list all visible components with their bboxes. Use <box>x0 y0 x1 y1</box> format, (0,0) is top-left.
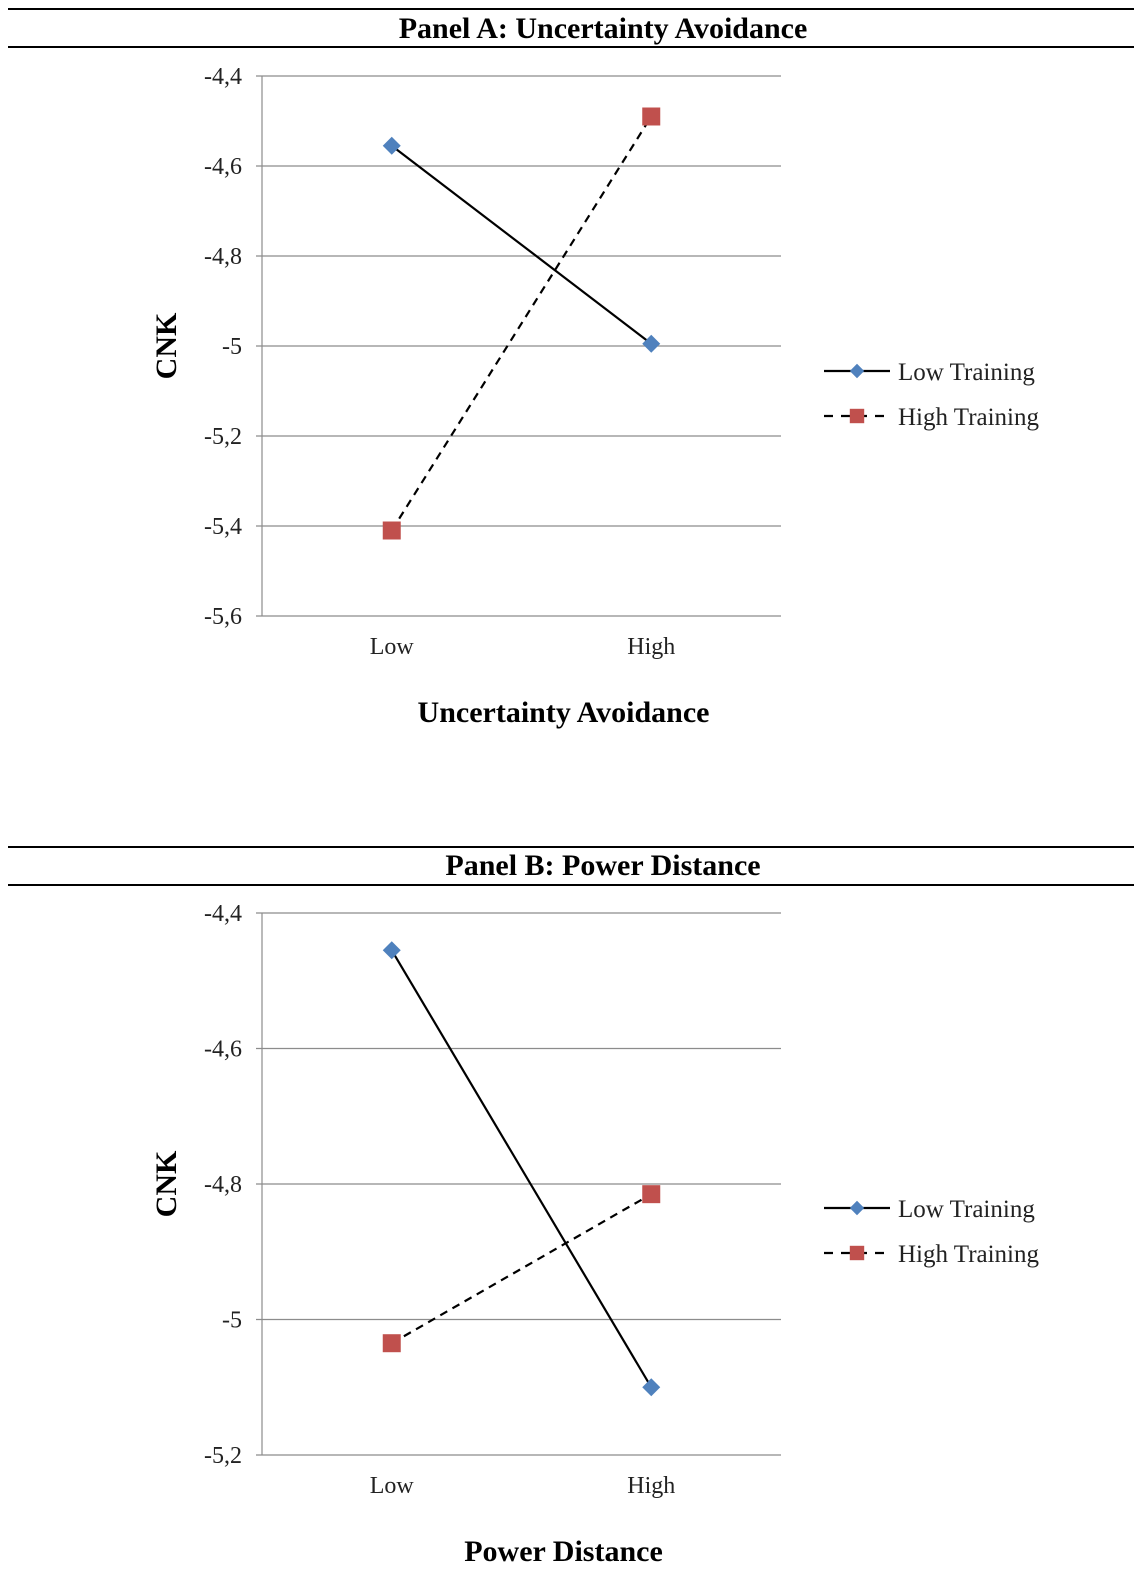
x-tick-label: Low <box>370 1473 415 1499</box>
panel-a-top-rule <box>8 8 1134 10</box>
panel-b-bottom-rule <box>8 884 1134 886</box>
data-point <box>642 334 661 353</box>
legend-marker <box>849 1200 865 1216</box>
legend-marker <box>849 1245 865 1261</box>
y-tick-label: -4,4 <box>204 901 242 927</box>
data-point <box>642 1378 661 1397</box>
series-line-low-training <box>391 144 652 345</box>
data-point <box>382 136 401 155</box>
legend-marker <box>849 363 865 379</box>
legend-label: High Training <box>898 404 1040 431</box>
legend-label: High Training <box>898 1241 1040 1268</box>
panel-b-title: Panel B: Power Distance <box>445 849 761 882</box>
y-tick-label: -4,4 <box>204 64 242 90</box>
data-point <box>382 941 401 960</box>
panel-a-title: Panel A: Uncertainty Avoidance <box>398 12 808 45</box>
series-line-high-training <box>390 115 653 532</box>
y-axis-title: CNK <box>150 1150 183 1217</box>
y-tick-label: -4,8 <box>204 244 242 270</box>
series-line-low-training <box>390 949 653 1388</box>
legend-label: Low Training <box>898 359 1035 386</box>
x-axis-title: Power Distance <box>464 1535 663 1568</box>
x-tick-label: High <box>627 634 675 660</box>
y-tick-label: -5 <box>222 334 242 360</box>
y-tick-label: -4,6 <box>204 1037 242 1063</box>
y-tick-label: -5 <box>222 1308 242 1334</box>
y-tick-label: -5,2 <box>204 424 242 450</box>
data-point <box>382 1334 401 1353</box>
data-point <box>642 1185 661 1204</box>
panel-b-top-rule <box>8 846 1134 848</box>
panel-a-bottom-rule <box>8 46 1134 48</box>
y-tick-label: -5,6 <box>204 604 242 630</box>
y-tick-label: -4,6 <box>204 154 242 180</box>
panel-b-chart: -4,4 -4,6 -4,8 -5 -5,2 Low High Power Distance C… <box>150 901 1040 1568</box>
y-axis-title: CNK <box>150 312 183 379</box>
series-line-high-training <box>391 1193 652 1345</box>
y-tick-label: -5,2 <box>204 1443 242 1469</box>
x-axis-title: Uncertainty Avoidance <box>418 696 710 729</box>
legend-marker <box>849 408 865 424</box>
legend-label: Low Training <box>898 1196 1035 1223</box>
y-tick-label: -4,8 <box>204 1172 242 1198</box>
y-tick-label: -5,4 <box>204 514 242 540</box>
x-tick-label: High <box>627 1473 675 1499</box>
x-tick-label: Low <box>370 634 415 660</box>
panel-a-chart: -4,4 -4,6 -4,8 -5 -5,2 -5,4 -5,6 Low High Uncerta… <box>150 64 1040 729</box>
data-point <box>382 521 401 540</box>
data-point <box>642 107 661 126</box>
